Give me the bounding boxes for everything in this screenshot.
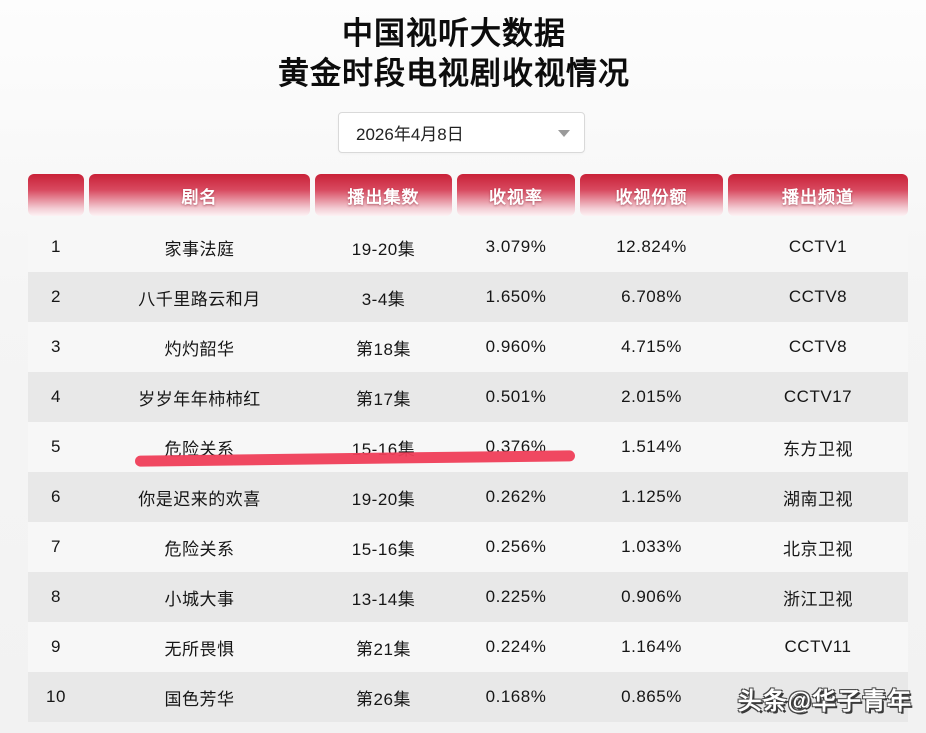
cell-episodes: 15-16集 <box>351 539 416 559</box>
cell-name: 国色芳华 <box>164 689 235 709</box>
cell-rank: 7 <box>51 537 61 556</box>
cell-channel: 东方卫视 <box>783 439 853 459</box>
cell-share: 1.164% <box>621 637 682 656</box>
cell-channel: CCTV1 <box>788 237 848 256</box>
page-title-line1: 中国视听大数据 <box>342 16 566 51</box>
cell-episodes: 19-20集 <box>351 239 416 259</box>
page-content: 中国视听大数据 黄金时段电视剧收视情况 <box>0 0 908 94</box>
cell-rank: 6 <box>51 487 61 506</box>
cell-channel: CCTV8 <box>788 337 848 356</box>
cell-rank: 10 <box>46 687 66 706</box>
cell-share: 12.824% <box>616 237 687 256</box>
cell-episodes: 第18集 <box>356 339 411 359</box>
cell-rank: 2 <box>51 287 61 306</box>
chevron-down-icon <box>558 130 570 137</box>
cell-rating: 3.079% <box>485 237 547 256</box>
header-name: 剧名 <box>89 174 310 216</box>
cell-rank: 3 <box>51 337 61 356</box>
table-row: 5 危险关系 15-16集 0.376% 1.514% 东方卫视 <box>28 422 908 472</box>
cell-rating: 0.225% <box>485 587 547 606</box>
table-row: 2 八千里路云和月 3-4集 1.650% 6.708% CCTV8 <box>28 272 908 322</box>
cell-rating: 0.501% <box>485 387 547 406</box>
cell-rating: 0.960% <box>485 337 547 356</box>
date-selector-value: 2026年4月8日 <box>356 125 464 144</box>
page-title: 中国视听大数据 黄金时段电视剧收视情况 <box>0 0 908 94</box>
header-channel: 播出频道 <box>728 174 908 216</box>
table-row: 3 灼灼韶华 第18集 0.960% 4.715% CCTV8 <box>28 322 908 372</box>
cell-share: 0.865% <box>621 687 682 706</box>
cell-channel: CCTV17 <box>783 387 853 406</box>
cell-channel: 北京卫视 <box>783 539 853 559</box>
cell-episodes: 第17集 <box>356 389 411 409</box>
cell-episodes: 3-4集 <box>361 289 406 309</box>
cell-rating: 0.376% <box>485 437 547 456</box>
table-row: 6 你是迟来的欢喜 19-20集 0.262% 1.125% 湖南卫视 <box>28 472 908 522</box>
cell-share: 6.708% <box>621 287 682 306</box>
table-row: 10 国色芳华 第26集 0.168% 0.865% <box>28 672 908 722</box>
cell-share: 0.906% <box>621 587 682 606</box>
cell-episodes: 15-16集 <box>351 439 416 459</box>
header-share: 收视份额 <box>580 174 723 216</box>
cell-rank: 8 <box>51 587 61 606</box>
cell-share: 1.125% <box>621 487 682 506</box>
cell-episodes: 13-14集 <box>351 589 416 609</box>
cell-channel: CCTV11 <box>784 637 852 656</box>
cell-rating: 0.168% <box>485 687 547 706</box>
page-title-line2: 黄金时段电视剧收视情况 <box>278 56 630 91</box>
table-header-row: 剧名 播出集数 收视率 收视份额 播出频道 <box>28 174 908 216</box>
cell-episodes: 第21集 <box>356 639 411 659</box>
header-episodes: 播出集数 <box>315 174 452 216</box>
cell-name: 小城大事 <box>164 589 235 609</box>
cell-rating: 0.224% <box>485 637 547 656</box>
cell-rank: 5 <box>51 437 61 456</box>
cell-name: 危险关系 <box>164 439 235 459</box>
cell-share: 1.514% <box>621 437 682 456</box>
cell-rank: 1 <box>51 237 61 256</box>
cell-share: 2.015% <box>621 387 682 406</box>
cell-share: 4.715% <box>621 337 682 356</box>
header-rating: 收视率 <box>457 174 575 216</box>
cell-name: 岁岁年年柿柿红 <box>138 389 261 409</box>
table-row: 1 家事法庭 19-20集 3.079% 12.824% CCTV1 <box>28 222 908 272</box>
cell-episodes: 第26集 <box>356 689 411 709</box>
cell-name: 你是迟来的欢喜 <box>138 489 261 509</box>
table-body: 1 家事法庭 19-20集 3.079% 12.824% CCTV1 2 八千里… <box>28 222 908 722</box>
cell-name: 八千里路云和月 <box>138 289 261 309</box>
ratings-table: 剧名 播出集数 收视率 收视份额 播出频道 1 家事法庭 19-20集 3.07… <box>28 174 908 722</box>
table-row: 7 危险关系 15-16集 0.256% 1.033% 北京卫视 <box>28 522 908 572</box>
cell-channel: CCTV8 <box>788 287 848 306</box>
cell-channel: 浙江卫视 <box>783 589 853 609</box>
table-row: 4 岁岁年年柿柿红 第17集 0.501% 2.015% CCTV17 <box>28 372 908 422</box>
date-selector[interactable]: 2026年4月8日 <box>338 112 585 153</box>
cell-rank: 9 <box>51 637 61 656</box>
cell-name: 家事法庭 <box>164 239 235 259</box>
cell-name: 无所畏惧 <box>164 639 235 659</box>
cell-name: 灼灼韶华 <box>164 339 235 359</box>
cell-share: 1.033% <box>621 537 682 556</box>
cell-rank: 4 <box>51 387 61 406</box>
header-rank <box>28 174 84 216</box>
cell-rating: 1.650% <box>485 287 547 306</box>
cell-name: 危险关系 <box>164 539 235 559</box>
cell-rating: 0.256% <box>485 537 547 556</box>
cell-channel: 湖南卫视 <box>783 489 853 509</box>
cell-episodes: 19-20集 <box>351 489 416 509</box>
table-row: 9 无所畏惧 第21集 0.224% 1.164% CCTV11 <box>28 622 908 672</box>
cell-rating: 0.262% <box>485 487 547 506</box>
table-row: 8 小城大事 13-14集 0.225% 0.906% 浙江卫视 <box>28 572 908 622</box>
